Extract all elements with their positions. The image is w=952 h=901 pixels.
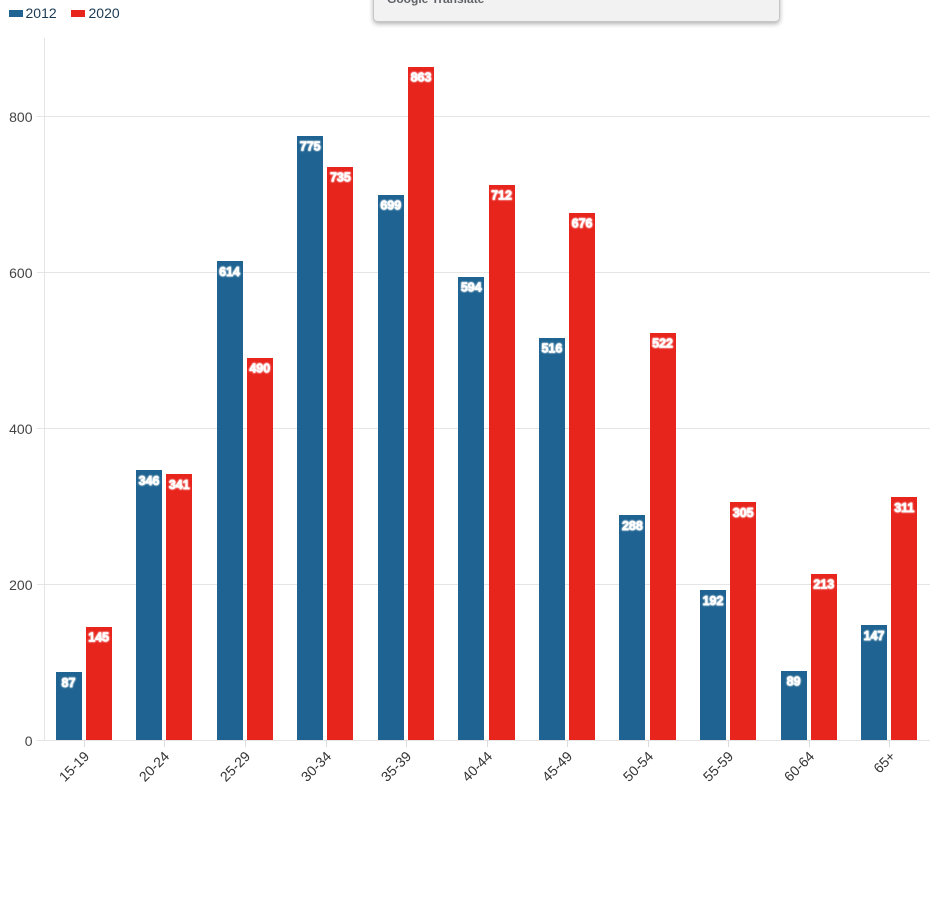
svg-text:311: 311 — [894, 501, 914, 515]
svg-text:699: 699 — [380, 199, 401, 213]
svg-text:341: 341 — [169, 478, 190, 492]
svg-text:735: 735 — [330, 171, 351, 185]
svg-text:712: 712 — [491, 188, 512, 202]
svg-text:288: 288 — [622, 519, 643, 533]
svg-text:305: 305 — [733, 506, 754, 520]
svg-text:192: 192 — [703, 594, 724, 608]
svg-text:145: 145 — [88, 631, 109, 645]
svg-text:490: 490 — [249, 362, 270, 376]
svg-text:341: 341 — [169, 478, 190, 492]
svg-text:735: 735 — [330, 171, 351, 185]
svg-text:147: 147 — [864, 629, 885, 643]
svg-text:676: 676 — [572, 217, 593, 231]
svg-text:87: 87 — [62, 676, 76, 690]
svg-text:213: 213 — [813, 578, 834, 592]
svg-text:346: 346 — [139, 474, 160, 488]
svg-text:712: 712 — [491, 188, 512, 202]
svg-text:594: 594 — [461, 281, 482, 295]
svg-text:863: 863 — [411, 71, 432, 85]
svg-text:288: 288 — [622, 519, 643, 533]
svg-text:311: 311 — [894, 501, 914, 515]
svg-text:346: 346 — [139, 474, 160, 488]
svg-text:145: 145 — [88, 631, 109, 645]
svg-text:775: 775 — [300, 139, 321, 153]
svg-text:699: 699 — [380, 199, 401, 213]
svg-text:614: 614 — [219, 265, 240, 279]
svg-text:192: 192 — [703, 594, 724, 608]
svg-text:89: 89 — [787, 674, 801, 688]
svg-text:87: 87 — [62, 676, 76, 690]
svg-text:516: 516 — [541, 341, 562, 355]
svg-text:676: 676 — [572, 217, 593, 231]
svg-text:213: 213 — [813, 578, 834, 592]
svg-text:522: 522 — [652, 337, 673, 351]
svg-text:490: 490 — [249, 362, 270, 376]
svg-text:89: 89 — [787, 674, 801, 688]
svg-text:594: 594 — [461, 281, 482, 295]
svg-text:522: 522 — [652, 337, 673, 351]
svg-text:516: 516 — [541, 341, 562, 355]
svg-text:775: 775 — [300, 139, 321, 153]
svg-text:863: 863 — [411, 71, 432, 85]
svg-text:614: 614 — [219, 265, 240, 279]
svg-text:147: 147 — [864, 629, 885, 643]
svg-text:305: 305 — [733, 506, 754, 520]
